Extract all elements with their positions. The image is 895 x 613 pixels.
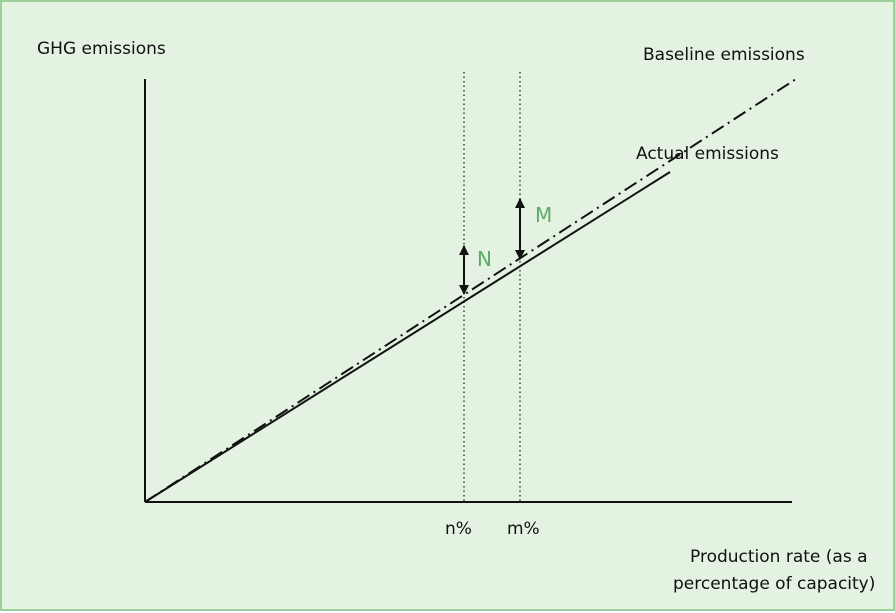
actual-emissions-label: Actual emissions (636, 144, 779, 164)
gap-n-label: N (477, 247, 492, 271)
baseline-emissions-label: Baseline emissions (643, 45, 805, 65)
tick-m-percent: m% (507, 519, 540, 539)
x-axis-label-line1: Production rate (as a (690, 547, 868, 567)
baseline-emissions-line (144, 78, 797, 503)
tick-n-percent: n% (445, 519, 472, 539)
y-axis-label: GHG emissions (37, 39, 166, 59)
actual-emissions-line (144, 171, 671, 503)
x-axis-label-line2: percentage of capacity) (673, 574, 875, 594)
gap-m-label: M (535, 203, 552, 227)
